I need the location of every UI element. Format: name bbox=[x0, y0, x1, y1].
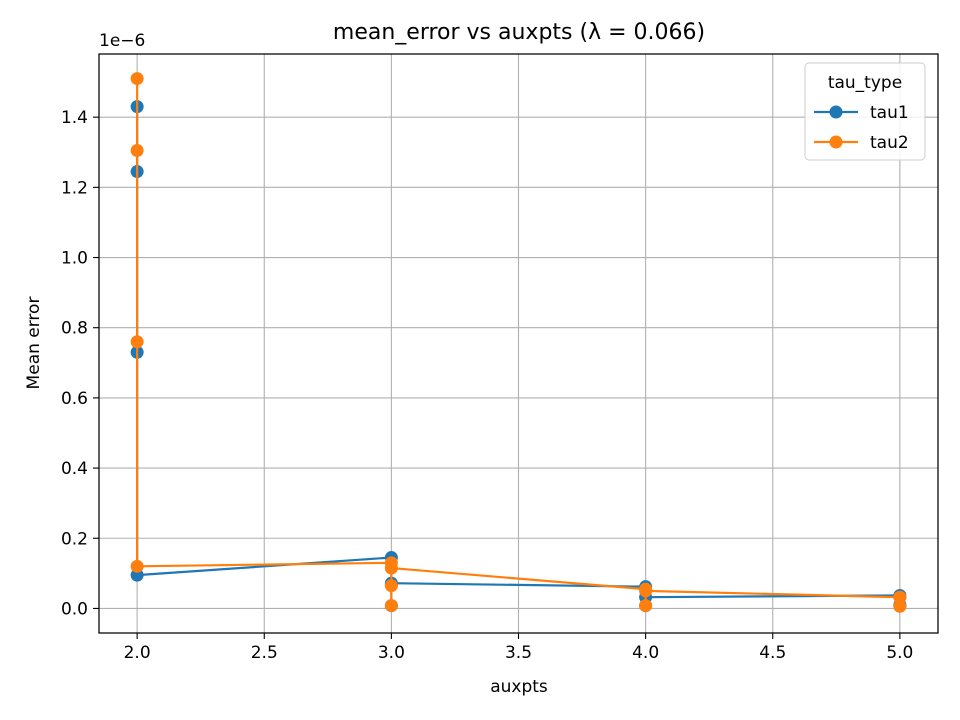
data-point-tau2 bbox=[130, 559, 144, 573]
y-tick-label: 1.2 bbox=[61, 178, 88, 198]
legend-label-tau1: tau1 bbox=[870, 103, 909, 123]
data-point-tau2 bbox=[130, 335, 144, 349]
legend-label-tau2: tau2 bbox=[870, 133, 909, 153]
data-point-tau2 bbox=[639, 599, 653, 613]
y-axis-label: Mean error bbox=[24, 297, 44, 390]
data-point-tau2 bbox=[384, 561, 398, 575]
data-point-tau2 bbox=[639, 584, 653, 598]
data-point-tau2 bbox=[384, 599, 398, 613]
y-tick-label: 0.2 bbox=[61, 529, 88, 549]
legend: tau_type tau1 tau2 bbox=[804, 62, 926, 161]
y-tick-label: 1.4 bbox=[61, 108, 88, 128]
series-layer bbox=[130, 72, 907, 613]
x-tick-label: 3.0 bbox=[378, 643, 405, 663]
y-tick-label: 0.4 bbox=[61, 459, 88, 479]
legend-marker-tau2 bbox=[829, 135, 843, 149]
data-point-tau2 bbox=[893, 599, 907, 613]
y-tick-label: 0.6 bbox=[61, 389, 88, 409]
x-axis-label: auxpts bbox=[490, 677, 548, 697]
legend-title: tau_type bbox=[828, 73, 902, 93]
data-point-tau2 bbox=[384, 579, 398, 593]
x-tick-label: 3.5 bbox=[505, 643, 532, 663]
axis-ticks: 2.0 2.5 3.0 3.5 4.0 4.5 5.0 0.0 0.2 0.4 0.6 0.8 1.0 1… bbox=[61, 108, 913, 663]
data-point-tau2 bbox=[130, 144, 144, 157]
legend-marker-tau1 bbox=[829, 105, 843, 119]
chart-title: mean_error vs auxpts (λ = 0.066) bbox=[333, 20, 705, 45]
y-tick-label: 0.0 bbox=[61, 599, 88, 619]
x-tick-label: 4.0 bbox=[632, 643, 659, 663]
data-point-tau2 bbox=[893, 590, 907, 604]
x-tick-label: 4.5 bbox=[759, 643, 786, 663]
x-tick-label: 2.5 bbox=[251, 643, 278, 663]
y-tick-label: 1.0 bbox=[61, 249, 88, 269]
y-tick-label: 0.8 bbox=[61, 319, 88, 339]
y-axis-offset-label: 1e−6 bbox=[99, 31, 145, 51]
data-point-tau2 bbox=[130, 72, 144, 86]
x-tick-label: 5.0 bbox=[886, 643, 913, 663]
grid-lines bbox=[99, 54, 938, 633]
x-tick-label: 2.0 bbox=[124, 643, 151, 663]
